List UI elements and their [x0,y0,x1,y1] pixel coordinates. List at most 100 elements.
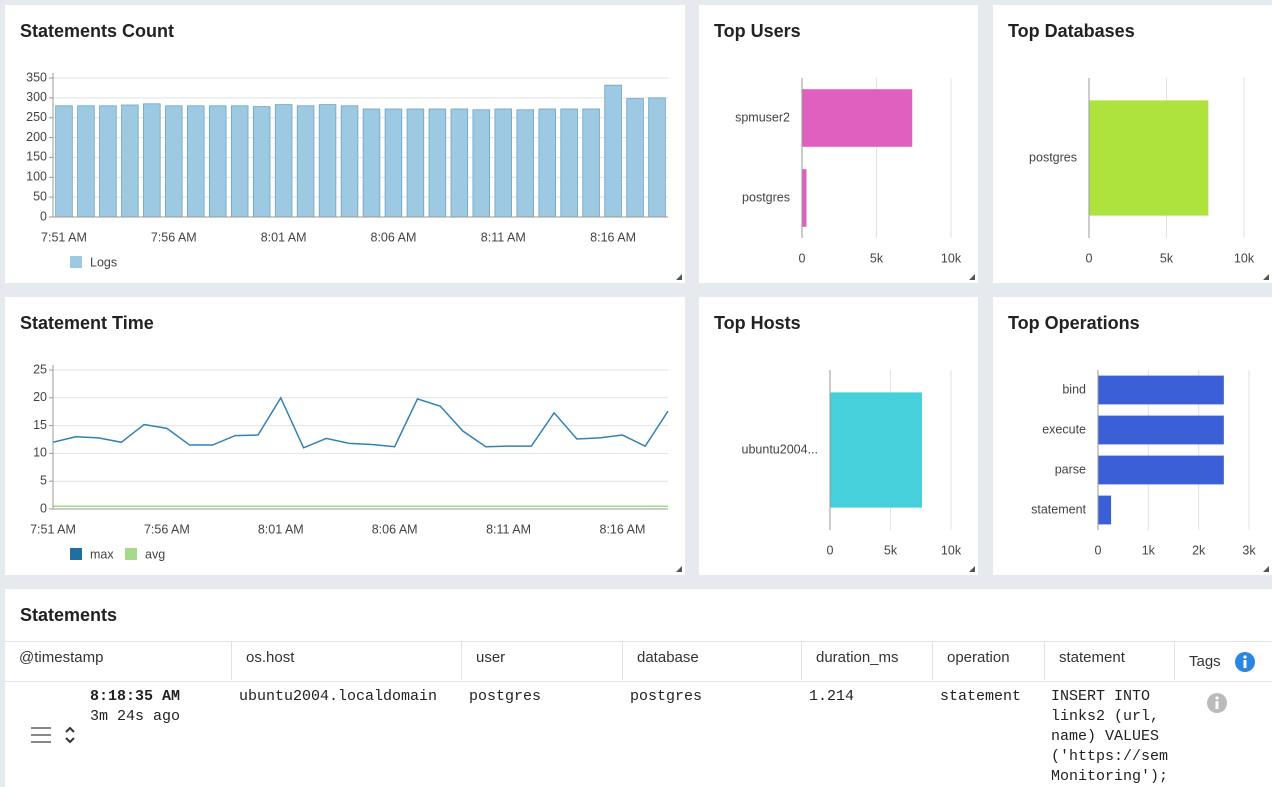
column-header[interactable]: @timestamp [19,649,104,666]
chart: Top Users 0 5k 10k spmuser2 postgres [714,21,975,280]
statements-panel: Statements @timestamp os.host user datab… [5,589,1272,787]
row-controls[interactable] [29,724,85,748]
info-icon[interactable] [1234,651,1256,673]
x-tick-label: 5k [884,543,898,557]
y-tick-label: 25 [33,362,47,376]
y-tick-label: spmuser2 [735,110,790,124]
legend-swatch [70,548,82,560]
chart-panel: Top Databases 0 5k 10k postgres [993,5,1272,283]
chart-title: Statements Count [20,21,174,41]
y-tick-label: 150 [26,150,47,164]
chart-title: Top Hosts [714,313,801,333]
y-tick-label: statement [1031,502,1086,516]
column-header[interactable]: database [622,642,801,680]
legend-swatch [125,548,137,560]
bar [516,109,534,218]
chart: Statements Count 0 50 100 150 200 250 300 350 7:5… [20,21,682,280]
x-tick-label: 10k [941,543,962,557]
legend-swatch [70,256,82,268]
bar [208,105,227,218]
y-tick-label: 15 [33,418,47,432]
y-tick-label: parse [1055,462,1086,476]
chart-title: Top Operations [1008,313,1140,333]
resize-handle [676,274,682,280]
x-tick-label: 2k [1192,543,1206,557]
statement-line: Monitoring'); [1051,768,1169,785]
y-tick-label: bind [1062,382,1086,396]
x-tick-label: 1k [1142,543,1156,557]
bar [406,108,425,218]
bar [450,108,469,218]
bar [1098,495,1112,525]
y-tick-label: 300 [26,90,47,104]
x-tick-label: 10k [941,251,962,265]
table-title: Statements [20,605,118,625]
x-tick-label: 7:56 AM [151,230,197,244]
bar [648,97,666,218]
operation-cell: statement [940,688,1022,705]
chart-panel: Statement Time 0 5 10 15 20 25 7:51 AM 7:56 AM 8:… [5,297,685,575]
bar [472,109,491,218]
y-tick-label: 350 [26,70,47,84]
x-tick-label: 8:16 AM [590,230,636,244]
column-header[interactable]: os.host [231,642,461,680]
bar [428,108,447,218]
bar [230,105,249,218]
y-tick-label: 0 [40,501,47,515]
chart: Top Databases 0 5k 10k postgres [1008,21,1269,280]
timestamp-age: 3m 24s ago [90,708,181,725]
bar [187,105,205,218]
x-tick-label: 8:11 AM [486,522,531,536]
host-cell: ubuntu2004.localdomain [239,688,438,705]
legend-label: Logs [90,255,117,269]
column-header[interactable]: statement [1044,642,1174,680]
bar [802,169,807,227]
x-tick-label: 8:01 AM [261,230,307,244]
bar [538,108,556,218]
bar [362,108,381,218]
y-tick-label: 100 [26,170,47,184]
bar [99,105,117,218]
chart-panel: Top Hosts 0 5k 10k ubuntu2004... [699,297,978,575]
x-tick-label: 10k [1234,251,1255,265]
x-tick-label: 8:06 AM [372,522,418,536]
y-tick-label: 0 [40,209,47,223]
timestamp: 8:18:35 AM [90,688,181,705]
bar [121,104,139,218]
bar [77,105,95,218]
x-tick-label: 7:56 AM [144,522,190,536]
x-tick-label: 7:51 AM [30,522,76,536]
duration-cell: 1.214 [809,688,855,705]
column-header[interactable]: Tags [1174,642,1272,680]
chart-title: Top Databases [1008,21,1135,41]
bar [296,105,315,218]
x-tick-label: 8:16 AM [600,522,646,536]
bar [560,108,578,218]
column-header[interactable]: duration_ms [801,642,932,680]
column-header[interactable]: user [461,642,622,680]
statement-cell: INSERT INTO links2 (url, name) VALUES ('… [1051,687,1168,787]
x-tick-label: 5k [870,251,884,265]
resize-handle [676,566,682,572]
chart-title: Statement Time [20,313,154,333]
x-tick-label: 0 [799,251,806,265]
y-tick-label: postgres [1029,150,1077,164]
info-icon[interactable] [1206,692,1228,714]
bar [604,84,622,218]
y-tick-label: 5 [40,473,47,487]
bar [165,105,183,218]
bar [1089,100,1209,216]
bar [1098,415,1224,445]
chart-panel: Top Operations 0 1k 2k 3k bind execute parse sta… [993,297,1272,575]
bar [802,89,913,147]
column-header[interactable]: operation [932,642,1044,680]
bar [1098,375,1224,405]
y-tick-label: execute [1042,422,1086,436]
user-cell: postgres [469,688,542,705]
legend-label: avg [145,547,165,561]
x-tick-label: 0 [1095,543,1102,557]
statement-line: links2 (url, [1051,708,1160,725]
x-tick-label: 3k [1242,543,1256,557]
y-tick-label: 20 [33,390,47,404]
x-tick-label: 5k [1160,251,1174,265]
